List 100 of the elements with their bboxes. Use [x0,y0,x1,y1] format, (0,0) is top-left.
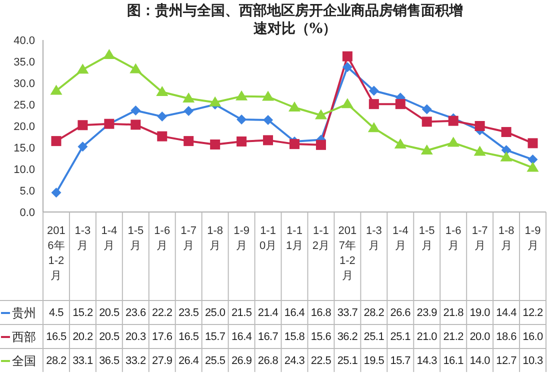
point [103,49,116,60]
y-tick-label: 15.0 [14,142,35,154]
data-label: 16.4 [284,307,305,319]
data-label: 36.5 [99,355,120,367]
point [368,99,379,110]
point [368,86,379,96]
data-label: 25.1 [390,331,411,343]
point [528,138,538,148]
point [474,121,485,131]
legend-label: 贵州 [12,306,36,320]
x-tick-label: 1-6月 [445,225,462,252]
data-label: 27.9 [152,355,172,367]
data-label: 25.1 [364,331,384,343]
data-label: 10.3 [522,355,544,367]
data-label: 21.5 [231,307,252,319]
x-tick-label: 1-9月 [524,225,541,252]
point [76,64,89,74]
point [528,154,538,165]
point [420,144,433,155]
data-label: 15.7 [204,331,226,343]
data-label: 14.4 [496,307,517,319]
data-label: 16.7 [258,331,278,343]
point [500,151,512,162]
data-label: 21.8 [443,307,464,319]
data-label: 16.1 [443,355,464,367]
point [422,116,432,127]
data-label: 20.5 [99,307,120,319]
x-tick-label: 2016年1-2月 [47,225,66,282]
data-label: 15.2 [72,307,93,319]
point [394,138,406,148]
point [314,109,327,120]
data-label: 22.2 [152,307,172,319]
x-tick-label: 1-11月 [286,225,304,252]
point [526,162,539,172]
data-label: 16.5 [178,331,199,343]
point [501,145,512,156]
x-tick-label: 1-7月 [180,225,197,252]
point [210,139,220,150]
data-label: 25.0 [204,307,226,319]
data-label: 28.2 [46,355,67,367]
point [316,140,326,150]
point [157,131,168,142]
x-tick-label: 1-9月 [234,225,250,252]
point [422,104,432,114]
point [157,112,168,122]
point [447,136,460,147]
point [78,120,88,130]
data-label: 20.2 [72,331,93,343]
data-label: 22.5 [310,355,332,367]
point [236,136,247,146]
y-tick-label: 40.0 [14,34,35,47]
y-tick-label: 35.0 [14,56,35,68]
data-label: 24.3 [284,355,305,367]
point [368,122,380,132]
data-label: 16.0 [522,331,544,343]
point [156,86,168,96]
x-tick-label: 1-3月 [74,225,91,252]
data-label: 15.7 [390,355,411,367]
point [209,96,222,106]
point [263,114,274,125]
data-label: 15.8 [284,331,305,343]
data-label: 33.1 [72,355,93,367]
data-label: 23.6 [126,307,146,319]
y-tick-label: 0.0 [20,206,35,219]
data-label: 14.3 [416,355,438,367]
x-tick-label: 1-3月 [366,225,382,252]
data-label: 17.6 [152,331,172,343]
point [236,90,248,100]
point [182,92,195,102]
data-label: 16.4 [231,331,252,343]
x-tick-label: 1-4月 [392,225,408,252]
data-label: 12.2 [522,307,544,319]
point [342,51,352,62]
data-label: 23.5 [178,307,199,319]
data-label: 26.6 [390,307,411,319]
x-tick-label: 1-4月 [101,225,118,252]
data-label: 33.7 [337,307,358,319]
point [290,139,300,150]
point [50,84,62,95]
x-tick-label: 1-5月 [128,225,144,252]
x-tick-label: 1-10月 [259,225,277,252]
point [448,116,458,126]
data-label: 23.9 [416,307,438,319]
point [51,136,62,146]
y-tick-label: 20.0 [14,120,35,133]
x-tick-label: 1-8月 [498,225,514,252]
data-label: 19.5 [364,355,384,367]
data-label: 21.4 [258,307,278,319]
point [262,90,274,101]
data-label: 26.4 [178,355,199,367]
data-label: 20.5 [99,331,120,343]
data-label: 15.6 [310,331,332,343]
data-label: 26.8 [258,355,278,367]
data-label: 25.1 [337,355,358,367]
data-label: 19.0 [470,307,490,319]
point [342,62,352,72]
point [130,63,142,74]
x-tick-label: 1-7月 [472,225,488,252]
data-label: 4.5 [49,307,64,319]
x-tick-label: 1-8月 [207,225,224,252]
